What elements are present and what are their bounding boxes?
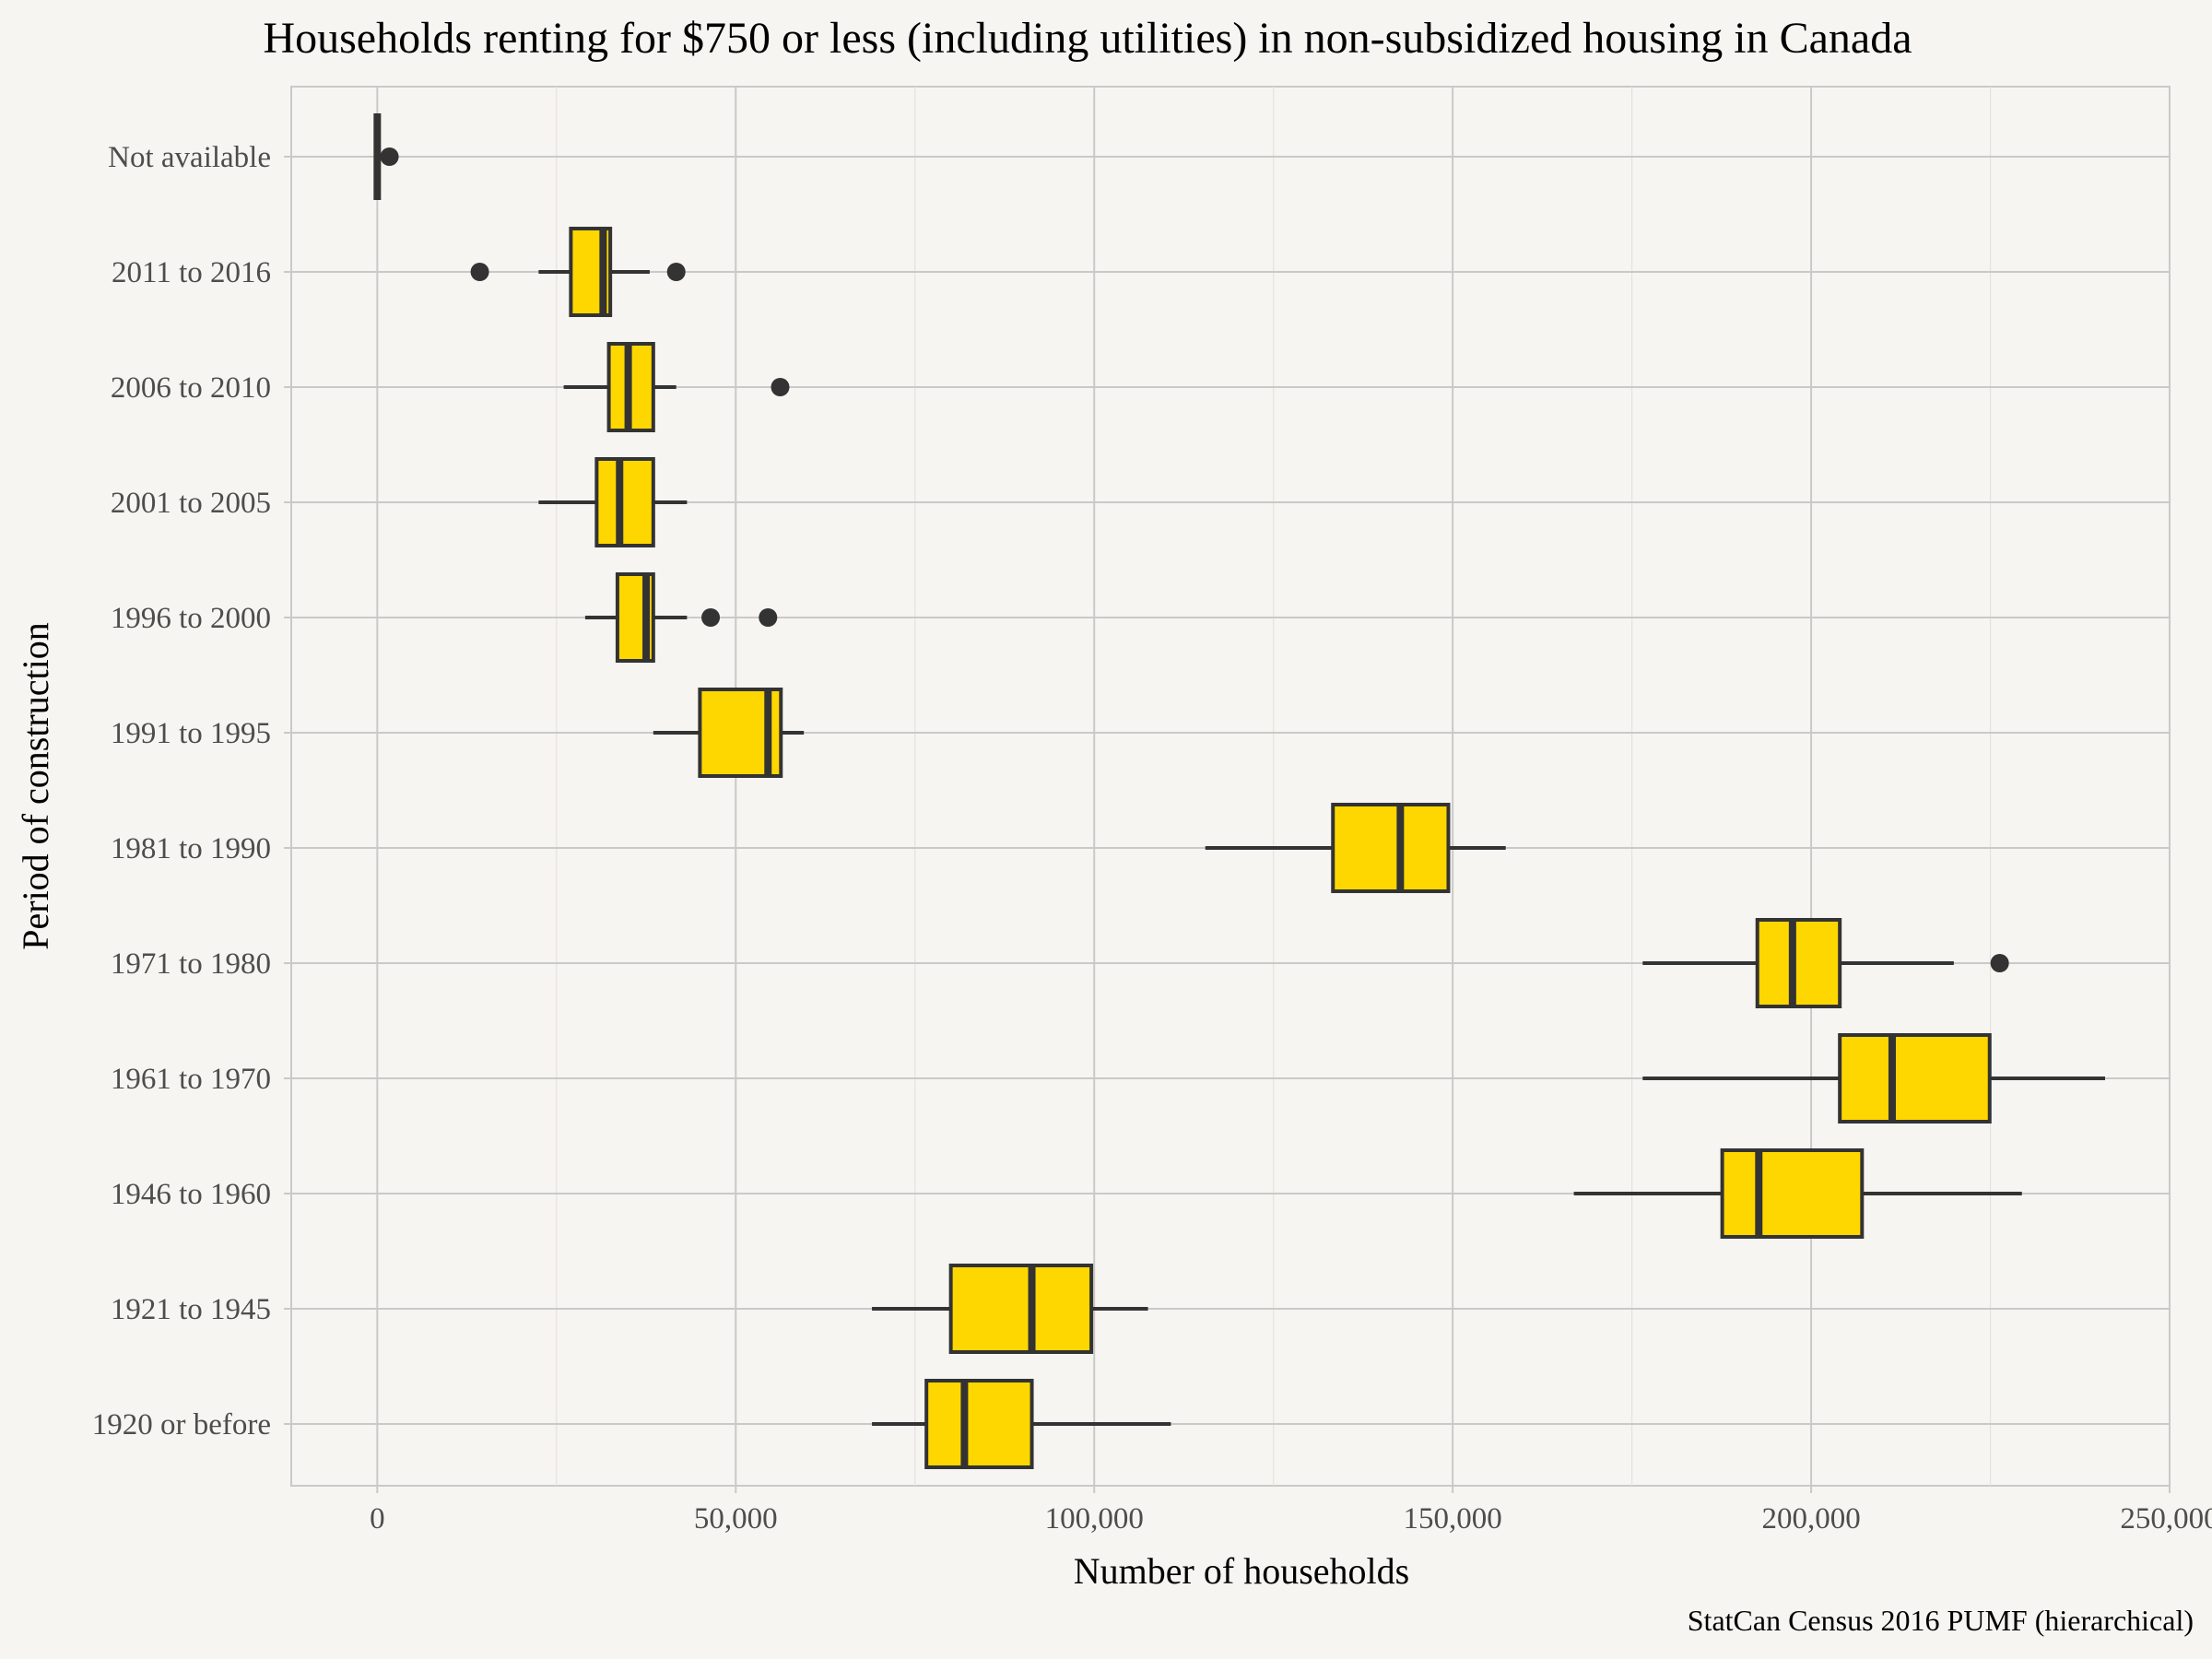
box-not-available (373, 113, 399, 200)
y-tick-label: 1920 or before (92, 1408, 271, 1441)
y-axis-ticks: Not available 2011 to 2016 2006 to 2010 200… (92, 141, 291, 1441)
box-1946-to-1960 (1573, 1148, 2022, 1239)
chart-title: Households renting for $750 or less (inc… (263, 14, 1912, 63)
x-tick-label: 150,000 (1404, 1502, 1502, 1535)
y-tick-label: 1971 to 1980 (111, 947, 271, 981)
box-2011-to-2016 (470, 227, 686, 317)
x-axis-title: Number of households (1074, 1550, 1409, 1592)
outlier-point (701, 608, 721, 627)
box-2006-to-2010 (563, 342, 790, 432)
box-1971-to-1980 (1642, 918, 2009, 1008)
box-1920-or-before (872, 1379, 1171, 1469)
y-axis-title: Period of construction (15, 622, 56, 950)
box-1981-to-1990 (1205, 803, 1506, 893)
box-2001-to-2005 (538, 457, 688, 547)
box-1961-to-1970 (1642, 1033, 2105, 1124)
x-tick-label: 50,000 (694, 1502, 778, 1535)
iqr-box (924, 1379, 1034, 1469)
box-series (373, 113, 2105, 1469)
y-tick-label: 1921 to 1945 (111, 1293, 271, 1326)
x-tick-label: 0 (370, 1502, 385, 1535)
iqr-box (1755, 918, 1842, 1008)
y-tick-label: 2006 to 2010 (111, 371, 271, 405)
y-tick-label: Not available (108, 141, 271, 174)
iqr-box (1720, 1148, 1865, 1239)
y-tick-label: 1961 to 1970 (111, 1063, 271, 1096)
x-tick-label: 100,000 (1045, 1502, 1144, 1535)
iqr-box (1838, 1033, 1992, 1124)
panel-background (290, 86, 2171, 1487)
chart-caption: StatCan Census 2016 PUMF (hierarchical) (1688, 1604, 2194, 1637)
outlier-point (666, 263, 686, 281)
x-tick-label: 200,000 (1761, 1502, 1860, 1535)
iqr-box (594, 457, 655, 547)
iqr-box (1331, 803, 1451, 893)
box-1921-to-1945 (872, 1264, 1148, 1354)
outlier-point (1990, 954, 2009, 972)
y-tick-label: 2011 to 2016 (112, 256, 271, 289)
x-tick-label: 250,000 (2120, 1502, 2212, 1535)
x-axis-ticks: 0 50,000 100,000 150,000 200,000 250,000 (370, 1486, 2212, 1535)
outlier-point (759, 608, 778, 627)
outlier-point (470, 263, 489, 281)
outlier-point (380, 147, 399, 166)
outlier-point (771, 378, 790, 396)
y-tick-label: 1996 to 2000 (111, 602, 271, 635)
box-1991-to-1995 (653, 688, 805, 778)
y-tick-label: 1946 to 1960 (111, 1178, 271, 1211)
y-tick-label: 1981 to 1990 (111, 832, 271, 865)
box-1996-to-2000 (584, 572, 778, 663)
y-tick-label: 2001 to 2005 (111, 487, 271, 520)
iqr-box (948, 1264, 1094, 1354)
y-tick-label: 1991 to 1995 (111, 717, 271, 750)
